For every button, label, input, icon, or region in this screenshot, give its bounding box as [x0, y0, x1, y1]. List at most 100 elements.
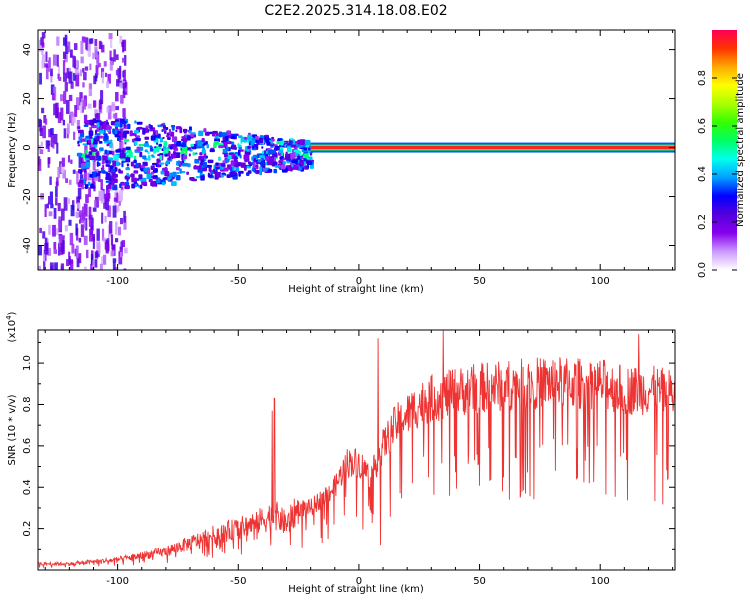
spectrogram-band-cell — [188, 153, 191, 157]
spectrogram-scatter-cell — [62, 51, 67, 59]
spectrogram-scatter-cell — [38, 158, 42, 171]
snr-axes: -100 -50 0 50 100 0.2 0.4 0.6 0.8 1.0 — [22, 330, 675, 587]
spectrogram-scatter-cell — [76, 97, 80, 111]
spectrogram-band-cell — [90, 183, 94, 189]
spectrogram-band-cell — [303, 161, 306, 166]
spectrogram-scatter-cell — [49, 176, 52, 185]
spectrogram-scatter-cell — [79, 219, 82, 224]
spectrogram-scatter-cell — [106, 106, 110, 113]
spectrogram-scatter-cell — [68, 179, 72, 185]
spectrogram-band-cell — [154, 177, 158, 180]
snr-frame — [37, 329, 676, 571]
spectrogram-band-cell — [202, 161, 207, 168]
spectrogram-scatter-cell — [66, 99, 70, 114]
spectrogram-band-cell — [164, 170, 170, 177]
spectrogram-band-cell — [170, 124, 176, 128]
spectrogram-band-cell — [297, 155, 300, 161]
spectrogram-scatter-cell — [101, 228, 105, 241]
spectrogram-scatter-cell — [52, 54, 57, 66]
spectrogram-band-cell — [184, 149, 188, 156]
snr-x-tick-label: -50 — [230, 576, 246, 587]
spectrogram-scatter-cell — [82, 68, 85, 73]
spectrogram-frame — [37, 29, 676, 271]
spectrogram-band-cell — [237, 143, 240, 147]
spectrogram-band-cell — [194, 152, 198, 155]
spectrogram-band-cell — [211, 133, 216, 137]
spectrogram-scatter-cell — [121, 42, 125, 47]
spectrogram-band-cell — [279, 156, 283, 160]
spectrogram-band-cell — [245, 157, 250, 162]
spectrogram-band-cell — [187, 135, 191, 141]
spectrogram-band-cell — [171, 126, 175, 131]
spectrogram-scatter-cell — [96, 228, 100, 241]
spectrogram-scatter-cell — [56, 142, 59, 154]
spectrogram-scatter-cell — [76, 170, 79, 185]
spectrogram-scatter-cell — [92, 207, 97, 212]
spectrogram-band-cell — [90, 147, 96, 150]
spectrogram-band-cell — [292, 165, 298, 170]
spectrogram-scatter-cell — [123, 210, 126, 223]
spectrogram-scatter-cell — [115, 92, 119, 102]
colorbar-axes: 0.0 0.2 0.4 0.6 0.8 — [697, 70, 737, 278]
spectrogram-band-cell — [164, 153, 168, 157]
spectrogram-band-cell — [150, 165, 155, 171]
spectrogram-band-cell — [84, 184, 89, 188]
spectrogram-scatter-cell — [40, 50, 44, 55]
spectrogram-scatter-cell — [73, 43, 78, 51]
spectrogram-band-cell — [105, 173, 111, 178]
spectrogram-scatter-cell — [120, 189, 124, 200]
spectrogram-band-cell — [260, 160, 265, 167]
spectrogram-band-cell — [167, 136, 171, 140]
spectrogram-band-cell — [226, 130, 232, 136]
spectrogram-scatter-cell — [120, 251, 123, 258]
spectrogram-scatter-cell — [41, 44, 44, 52]
snr-background — [38, 330, 675, 570]
spectrogram-scatter-cell — [54, 262, 58, 270]
spectrogram-band-cell — [130, 161, 134, 167]
colorbar-tick-label: 0.8 — [697, 70, 708, 86]
spectrogram-band-cell — [267, 149, 273, 155]
spectrogram-band-cell — [287, 147, 292, 153]
spectrogram-band-cell — [238, 173, 241, 177]
spectrogram-band-cell — [112, 160, 117, 167]
spectrogram-scatter-cell — [75, 211, 79, 218]
spectrogram-band-cell — [251, 168, 255, 172]
spectrogram-scatter-cell — [103, 203, 107, 209]
spectrogram-scatter-cell — [68, 251, 71, 262]
spectrogram-scatter-cell — [73, 72, 77, 81]
spectrogram-scatter-cell — [44, 204, 47, 217]
spectrogram-band-cell — [153, 140, 159, 143]
colorbar-tick-label: 0.0 — [697, 262, 708, 278]
spectrogram-band-cell — [109, 143, 113, 149]
spectrogram-band-cell — [247, 134, 253, 141]
spectrogram-scatter-cell — [64, 34, 68, 47]
spectrogram-scatter-cell — [65, 46, 69, 55]
spectrogram-band-cell — [183, 128, 187, 134]
spectrogram-scatter-cell — [57, 202, 61, 212]
spectrogram-scatter-cell — [82, 99, 86, 110]
spectrogram-band-cell — [79, 170, 83, 175]
spectrogram-scatter-cell — [107, 140, 111, 147]
colorbar-tick-label: 0.6 — [697, 118, 708, 134]
spectrogram-scatter-cell — [123, 215, 127, 230]
spectrogram-y-tick-label: 0 — [22, 144, 33, 150]
spectrogram-scatter-cell — [62, 169, 66, 179]
spectrogram-band-cell — [89, 173, 93, 178]
spectrogram-scatter-cell — [76, 120, 80, 131]
spectrogram-scatter-cell — [98, 174, 101, 182]
spectrogram-band-cell — [92, 149, 98, 152]
spectrogram-scatter-cell — [70, 159, 73, 164]
spectrogram-scatter-cell — [70, 81, 74, 89]
spectrogram-scatter-cell — [83, 203, 88, 217]
spectrogram-band-cell — [115, 161, 120, 166]
spectrogram-band-cell — [171, 136, 178, 143]
spectrogram-scatter-cell — [77, 253, 82, 264]
spectrogram-scatter-cell — [38, 265, 41, 270]
spectrogram-band-cell — [232, 172, 238, 177]
spectrogram-band-cell — [198, 130, 204, 137]
colorbar-tick-label: 0.2 — [697, 214, 708, 230]
spectrogram-band-cell — [248, 164, 253, 167]
spectrogram-scatter-cell — [39, 127, 43, 137]
spectrogram-scatter-cell — [47, 247, 52, 256]
spectrogram-scatter-cell — [109, 50, 112, 61]
